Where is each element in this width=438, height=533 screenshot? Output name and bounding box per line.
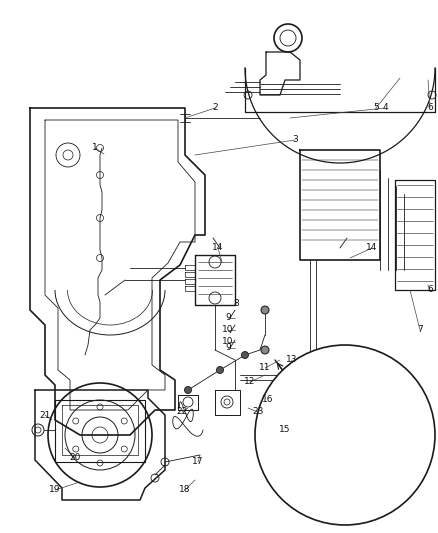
Text: 5: 5 [373, 103, 379, 112]
Circle shape [261, 346, 269, 354]
Text: 22: 22 [177, 408, 187, 416]
Text: 16: 16 [262, 395, 274, 405]
Circle shape [184, 386, 191, 393]
Text: 10: 10 [222, 326, 234, 335]
Text: 18: 18 [179, 486, 191, 495]
Text: 11: 11 [259, 364, 271, 373]
Text: 4: 4 [382, 103, 388, 112]
Text: 6: 6 [427, 103, 433, 112]
Text: 21: 21 [39, 410, 51, 419]
Text: 1: 1 [92, 143, 98, 152]
Text: 6: 6 [427, 286, 433, 295]
Text: 15: 15 [279, 425, 291, 434]
Text: 7: 7 [417, 326, 423, 335]
Text: 19: 19 [49, 486, 61, 495]
Circle shape [216, 367, 223, 374]
Text: 9: 9 [225, 313, 231, 322]
Text: 14: 14 [212, 244, 224, 253]
Circle shape [255, 345, 435, 525]
Text: 8: 8 [233, 298, 239, 308]
Text: 20: 20 [69, 454, 81, 463]
Text: 13: 13 [286, 356, 298, 365]
Text: 9: 9 [225, 343, 231, 352]
Circle shape [261, 306, 269, 314]
Text: 12: 12 [244, 377, 256, 386]
Text: 3: 3 [292, 135, 298, 144]
Text: 17: 17 [192, 457, 204, 466]
Circle shape [241, 351, 248, 359]
Text: 14: 14 [366, 244, 378, 253]
Text: 2: 2 [212, 103, 218, 112]
Text: 23: 23 [252, 408, 264, 416]
Text: 10: 10 [222, 337, 234, 346]
